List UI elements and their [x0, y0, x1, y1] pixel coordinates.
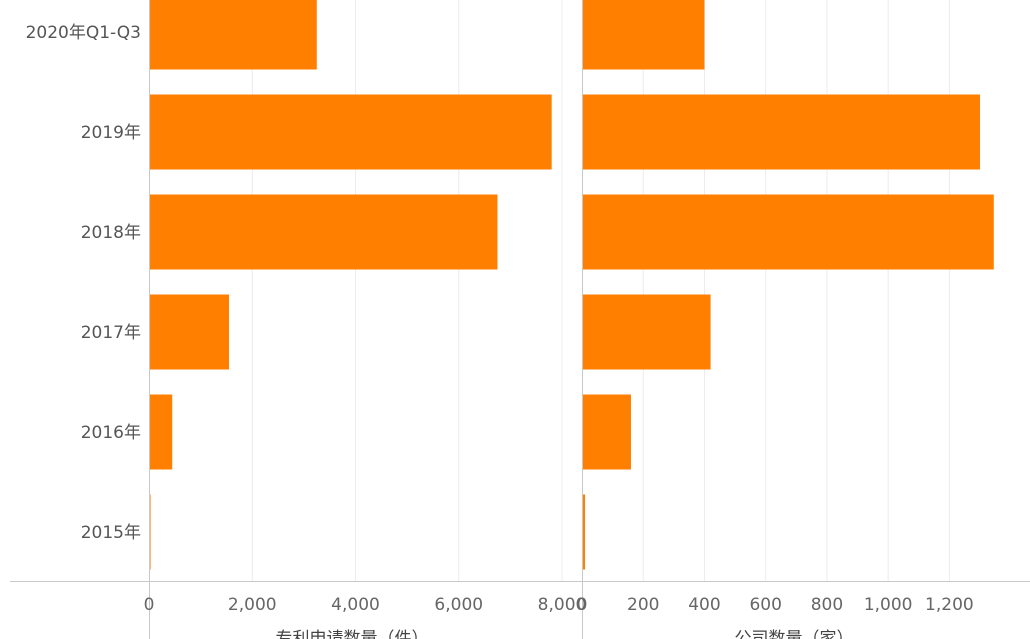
- panel-2-bar: [582, 294, 711, 370]
- panel-1-tick-label: 8,000: [538, 595, 587, 615]
- panel-2-bar: [582, 394, 631, 470]
- panel-2-tick-label: 800: [811, 595, 843, 615]
- panel-1-tick-label: 4,000: [331, 595, 380, 615]
- grid-layer: [251, 0, 950, 581]
- panel-1-tick-label: 2,000: [228, 595, 277, 615]
- panel-1-tick-label: 6,000: [434, 595, 483, 615]
- bars-layer: [149, 0, 994, 570]
- category-labels: 2020年Q1-Q3 2019年 2018年 2017年 2016年 2015年: [26, 23, 141, 543]
- panel-2-tick-label: 200: [627, 595, 659, 615]
- category-label: 2015年: [81, 523, 141, 543]
- panel-2-bar: [582, 94, 980, 170]
- category-label: 2020年Q1-Q3: [26, 23, 141, 43]
- panel-1-bar: [149, 0, 317, 70]
- panel-2-bar: [582, 0, 705, 70]
- panel-1-bar: [149, 294, 230, 370]
- category-label: 2019年: [81, 123, 141, 143]
- panel-1-axis-title: 专利申请数量（件）: [276, 629, 429, 639]
- panel-1-bar: [149, 194, 498, 270]
- panel-2-axis-title: 公司数量（家）: [735, 629, 854, 639]
- panel-2-bar: [582, 194, 994, 270]
- panel-1-bar: [149, 394, 173, 470]
- panel-2-tick-label: 0: [577, 595, 588, 615]
- category-label: 2018年: [81, 223, 141, 243]
- panel-1-bar: [149, 94, 552, 170]
- panel-2-tick-label: 1,200: [925, 595, 974, 615]
- panel-1-tick-label: 0: [144, 595, 155, 615]
- axis-layer: [10, 0, 1030, 639]
- panel-2-bar: [582, 494, 586, 570]
- panel-2-tick-label: 400: [688, 595, 720, 615]
- category-label: 2016年: [81, 423, 141, 443]
- category-label: 2017年: [81, 323, 141, 343]
- panel-2-tick-label: 1,000: [864, 595, 913, 615]
- panel-2-tick-label: 600: [749, 595, 781, 615]
